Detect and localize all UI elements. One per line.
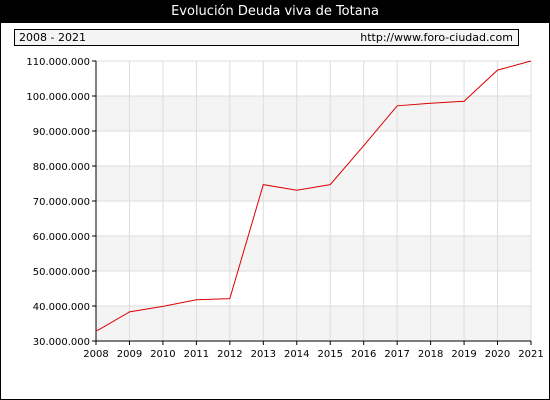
y-tick-label: 60.000.000 xyxy=(33,232,90,243)
plot-band xyxy=(96,166,531,201)
x-tick-label: 2010 xyxy=(150,349,175,360)
y-tick-label: 100.000.000 xyxy=(26,92,90,103)
y-tick-label: 40.000.000 xyxy=(33,302,90,313)
x-tick-label: 2015 xyxy=(318,349,343,360)
chart-title: Evolución Deuda viva de Totana xyxy=(1,1,549,23)
plot-bands xyxy=(96,96,531,341)
y-tick-label: 110.000.000 xyxy=(26,57,90,68)
source-link[interactable]: http://www.foro-ciudad.com xyxy=(360,31,513,44)
x-tick-label: 2008 xyxy=(83,349,108,360)
y-tick-label: 50.000.000 xyxy=(33,267,90,278)
x-tick-label: 2017 xyxy=(384,349,409,360)
y-tick-label: 70.000.000 xyxy=(33,197,90,208)
series-line xyxy=(95,60,532,332)
info-bar: 2008 - 2021 http://www.foro-ciudad.com xyxy=(14,29,519,46)
x-tick-label: 2021 xyxy=(518,349,543,360)
x-tick-label: 2016 xyxy=(351,349,376,360)
x-tick-label: 2011 xyxy=(184,349,209,360)
x-axis-ticks: 2008 2009 2010 2011 2012 2013 2014 2015 2016 2017… xyxy=(83,341,544,360)
x-tick-label: 2020 xyxy=(485,349,510,360)
plot-band xyxy=(96,306,531,341)
period-label: 2008 - 2021 xyxy=(19,31,86,44)
x-tick-label: 2013 xyxy=(251,349,276,360)
y-tick-label: 80.000.000 xyxy=(33,162,90,173)
y-tick-label: 30.000.000 xyxy=(33,337,90,348)
x-tick-label: 2009 xyxy=(117,349,142,360)
x-tick-label: 2019 xyxy=(451,349,476,360)
x-tick-label: 2012 xyxy=(217,349,242,360)
series-layer xyxy=(95,60,532,332)
y-axis-ticks: 30.000.000 40.000.000 50.000.000 60.000.000… xyxy=(26,57,96,348)
y-tick-label: 90.000.000 xyxy=(33,127,90,138)
x-tick-label: 2014 xyxy=(284,349,309,360)
plot-band xyxy=(96,96,531,131)
x-tick-label: 2018 xyxy=(418,349,443,360)
plot-band xyxy=(96,236,531,271)
